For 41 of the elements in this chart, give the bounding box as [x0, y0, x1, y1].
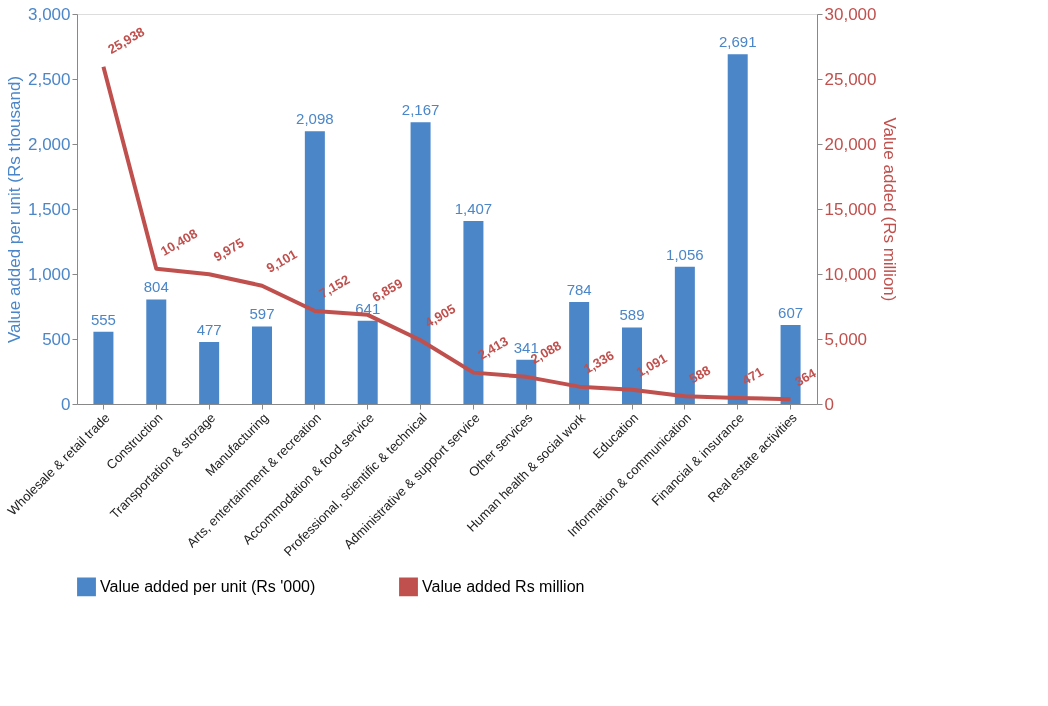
y2-tick-label: 20,000 — [824, 134, 877, 154]
data-label: 471 — [739, 364, 766, 388]
y-tick-label: 1,500 — [27, 199, 71, 219]
y2-tick-label: 30,000 — [824, 4, 877, 24]
legend-label: Value added Rs million — [422, 577, 585, 595]
y2-tick-label: 10,000 — [824, 264, 877, 284]
data-label: 588 — [686, 362, 713, 387]
y-tick-label: 2,500 — [27, 69, 71, 89]
data-label: 1,056 — [666, 245, 704, 263]
data-label: 804 — [143, 278, 169, 296]
y-axis-title: Value added per unit (Rs thousand) — [4, 75, 24, 344]
data-label: 364 — [792, 365, 820, 390]
data-label: 6,859 — [369, 275, 406, 305]
y2-tick-label: 5,000 — [824, 329, 868, 349]
data-label: 2,691 — [718, 33, 757, 51]
bar — [252, 326, 272, 404]
y-tick-label: 1,000 — [27, 264, 71, 284]
data-label: 2,098 — [296, 110, 334, 128]
y-tick-label: 500 — [42, 329, 71, 349]
data-label: 477 — [196, 320, 222, 338]
data-label: 589 — [619, 306, 645, 324]
data-label: 9,101 — [263, 246, 300, 276]
y-tick-label: 2,000 — [27, 134, 71, 154]
y2-tick-label: 0 — [824, 394, 834, 414]
data-label: 597 — [249, 305, 275, 323]
data-label: 1,407 — [454, 200, 493, 218]
y-tick-label: 0 — [61, 394, 71, 414]
data-label: 2,167 — [401, 101, 440, 119]
data-label: 784 — [566, 281, 592, 299]
data-label: 607 — [778, 304, 804, 322]
y2-tick-label: 15,000 — [824, 199, 877, 219]
bar — [357, 320, 378, 404]
data-label: 555 — [90, 310, 116, 328]
bar — [146, 299, 167, 404]
bar — [93, 331, 114, 404]
y-tick-label: 3,000 — [27, 4, 71, 24]
y2-axis-title: Value added (Rs million) — [880, 117, 900, 302]
data-label: 4,905 — [422, 301, 459, 331]
y2-tick-label: 25,000 — [824, 69, 877, 89]
legend-label: Value added per unit (Rs '000) — [100, 577, 316, 595]
bar — [199, 341, 220, 404]
